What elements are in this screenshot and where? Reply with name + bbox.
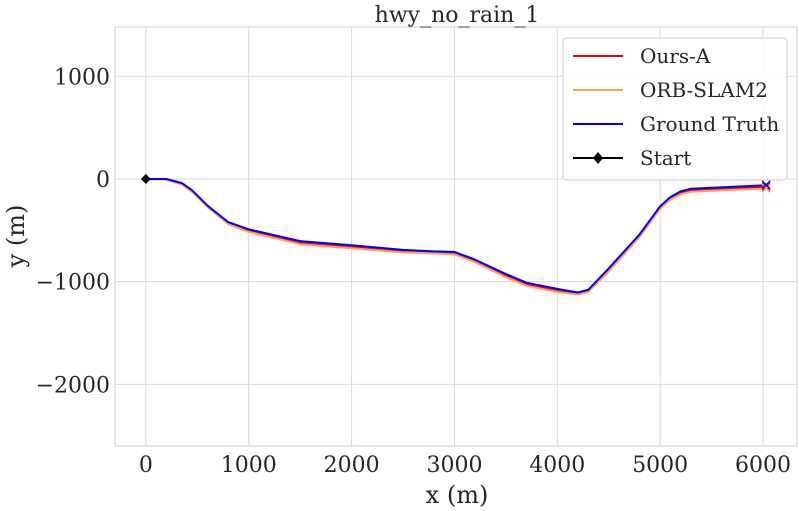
y-tick-labels: 1000 0 −1000 −2000	[36, 65, 110, 398]
x-tick-label: 4000	[529, 453, 585, 478]
x-tick-label: 1000	[221, 453, 277, 478]
legend-box	[562, 37, 788, 181]
end-marker	[761, 183, 771, 193]
y-tick-label: 0	[96, 168, 110, 193]
x-axis-label: x (m)	[426, 481, 489, 509]
chart-title: hwy_no_rain_1	[375, 3, 540, 28]
series-line-orb-slam2	[145, 178, 767, 296]
x-tick-label: 2000	[324, 453, 380, 478]
legend-diamond-icon	[593, 152, 603, 164]
legend-label-ours-a: Ours-A	[640, 44, 711, 68]
x-tick-label: 0	[139, 453, 153, 478]
x-tick-label: 5000	[632, 453, 688, 478]
marker-layer	[140, 173, 771, 193]
end-marker	[761, 180, 771, 190]
series-line-ground-truth	[145, 178, 767, 294]
legend-label-orb-slam2: ORB-SLAM2	[640, 78, 768, 102]
y-tick-label: −1000	[36, 271, 110, 296]
y-tick-label: 1000	[54, 65, 110, 90]
grid-lines	[115, 27, 797, 446]
end-marker	[761, 182, 771, 192]
legend-label-start: Start	[640, 146, 691, 170]
series-layer	[145, 178, 767, 296]
y-axis-label: y (m)	[2, 205, 30, 269]
x-tick-label: 6000	[735, 453, 791, 478]
x-tick-labels: 0 1000 2000 3000 4000 5000 6000	[139, 453, 791, 478]
x-tick-label: 3000	[426, 453, 482, 478]
legend-label-ground-truth: Ground Truth	[640, 112, 779, 136]
y-tick-label: −2000	[36, 373, 110, 398]
legend: Ours-A ORB-SLAM2 Ground Truth Start	[562, 37, 788, 181]
start-marker	[140, 173, 151, 184]
